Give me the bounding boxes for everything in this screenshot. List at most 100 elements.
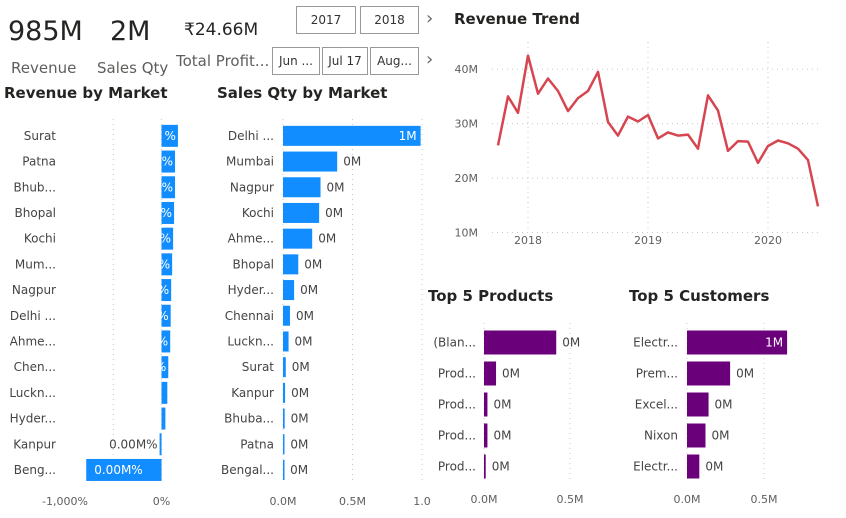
data-label: 0M [711,429,729,443]
data-label: 0% [151,257,170,271]
category-label: Electr... [633,460,678,474]
bar [161,176,176,199]
category-label: Surat [242,360,275,374]
category-label: Luckn... [227,334,274,348]
profit-kpi-label: Total Profit... [176,52,270,70]
data-label: 0M [327,180,345,194]
revenue-trend-chart: 10M 20M 30M 40M 2018 2019 2020 [455,42,820,247]
data-label: 0M [493,398,511,412]
category-label: (Blan... [433,336,476,350]
data-label: 0.00M% [94,463,142,477]
bar [687,361,731,386]
x-tick-label: 0.0M [471,493,498,506]
data-label: 0M [715,398,733,412]
top-customers-title: Top 5 Customers [629,287,770,305]
x-tick-label: 2018 [514,234,542,247]
bar [161,227,174,250]
data-label: 0M [295,334,313,348]
category-label: Excel... [635,398,678,412]
bar [161,356,169,379]
slicer-month-aug[interactable]: Aug... [370,47,419,75]
bar [283,459,285,480]
bar [161,150,176,173]
x-tick-label: 0.5M [339,495,366,508]
bar [161,407,166,430]
chevron-right-icon[interactable]: › [426,8,434,29]
x-tick-label: 1.0 [413,495,430,508]
sales-qty-kpi-label: Sales Qty [97,59,169,77]
data-label: 0M [290,437,308,451]
slicer-year-2018[interactable]: 2018 [360,6,419,34]
bar [161,253,173,276]
category-label: Mum... [15,257,56,271]
y-tick-label: 20M [455,172,479,185]
bar [283,305,290,326]
bar [86,458,162,481]
x-tick-label: 0% [153,495,170,508]
bar [283,177,321,198]
x-tick-label: 0.0M [270,495,297,508]
y-tick-label: 30M [455,118,479,131]
top-products-title: Top 5 Products [428,287,554,305]
bar [484,392,488,417]
category-label: Ahme... [10,334,56,348]
data-label: 0% [149,334,168,348]
revenue-trend-title: Revenue Trend [454,10,580,28]
category-label: Chennai [225,309,274,323]
category-label: Bhopal [15,206,56,220]
category-label: Surat [24,129,57,143]
top-customers-chart: Electr... 1M Prem... 0M Excel... 0M Nixon 0M Ele… [633,323,788,506]
category-label: Kochi [242,206,274,220]
data-label: 0M [292,360,310,374]
bar [283,254,299,275]
category-label: Patna [240,437,274,451]
x-tick-label: 0.0M [674,493,701,506]
category-label: Hyder... [228,283,274,297]
category-label: Bhuba... [224,412,274,426]
data-label: 0M [343,155,361,169]
data-label: 0% [150,283,169,297]
bar [283,408,285,429]
data-label: 0M [325,206,343,220]
x-tick-label: 2019 [634,234,662,247]
bar [283,151,338,172]
category-label: Chen... [14,360,56,374]
data-label: 0M [705,460,723,474]
data-label: % [161,206,172,220]
slicer-month-jul[interactable]: Jul 17 [322,47,368,75]
category-label: Electr... [633,336,678,350]
profit-kpi-value: ₹24.66M [184,20,259,40]
data-label: 0M [736,367,754,381]
data-label: 0% [147,360,166,374]
sales-qty-by-market-chart: Delhi ... 1M Mumbai 0M Nagpur 0M Kochi 0M Ahme..… [221,119,430,508]
bar [161,381,168,404]
category-label: Kochi [24,232,56,246]
slicer-year-2017[interactable]: 2017 [296,6,356,34]
x-tick-label: 0.5M [751,493,778,506]
data-label: 0M [291,386,309,400]
bar [283,228,313,249]
category-label: Bhopal [233,257,274,271]
category-label: Prem... [636,367,678,381]
category-label: Kanpur [13,437,56,451]
bar [283,280,295,301]
bar [484,454,486,479]
category-label: Prod... [438,398,476,412]
bar [283,202,320,223]
revenue-by-market-chart: Surat % Patna % Bhub... % Bhopal % Kochi 0% Mum...… [9,119,178,508]
bar [159,433,162,456]
data-label: 0M [318,232,336,246]
revenue-kpi-label: Revenue [11,59,77,77]
x-tick-label: 2020 [754,234,782,247]
category-label: Nagpur [12,283,56,297]
category-label: Patna [22,155,56,169]
category-label: Beng... [14,463,56,477]
series-line [496,54,820,207]
slicer-month-jun[interactable]: Jun ... [272,47,320,75]
category-label: Luckn... [9,386,56,400]
y-tick-label: 40M [455,63,479,76]
bar [161,279,172,302]
chevron-right-icon[interactable]: › [426,49,434,70]
category-label: Nixon [644,429,678,443]
bar [283,125,421,146]
